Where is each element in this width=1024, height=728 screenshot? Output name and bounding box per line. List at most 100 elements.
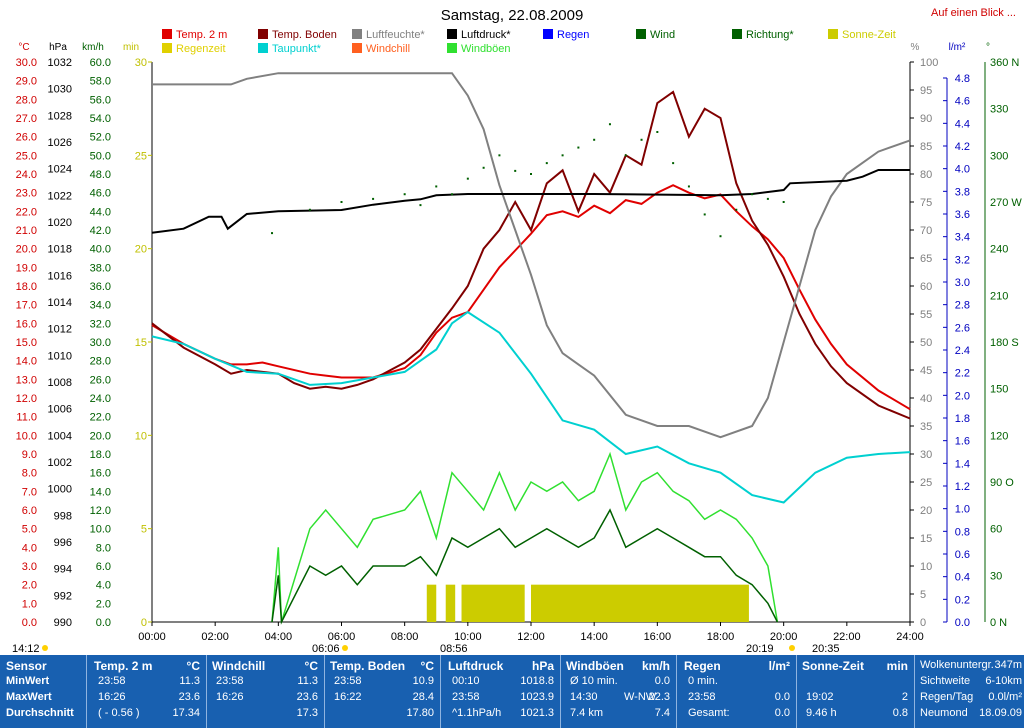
- stats-row-temp2m-max: 16:26 23.6: [94, 691, 200, 705]
- stats-row-windboen-min: Ø 10 min. 0.0: [566, 675, 670, 689]
- series-line-taupunkt-: [151, 310, 911, 504]
- kmh-tick-label: 22.0: [90, 412, 111, 424]
- hpa-tick-label: 1006: [48, 404, 72, 416]
- kmh-tick-label: 58.0: [90, 76, 111, 88]
- sun-icon: [789, 645, 795, 651]
- temp-tick-label: 13.0: [16, 374, 37, 386]
- rain-tick-label: 0.0: [955, 617, 970, 629]
- wind-direction-point: [719, 235, 722, 238]
- rain-tick-label: 0.8: [955, 526, 970, 538]
- time-tick-label: 22:00: [833, 631, 861, 643]
- sun-icon: [42, 645, 48, 651]
- sunshine-bar: [461, 584, 525, 622]
- kmh-tick-label: 4.0: [96, 580, 111, 592]
- rain-tick-label: 2.4: [955, 345, 970, 357]
- avg-label: Durchschnitt: [6, 707, 74, 719]
- rain-tick-label: 0.4: [955, 572, 970, 584]
- legend-label: Regenzeit: [176, 43, 226, 55]
- wind-direction-point: [514, 169, 517, 172]
- hpa-tick-label: 1002: [48, 457, 72, 469]
- pct-tick-label: 95: [920, 85, 932, 97]
- legend-label: Luftfeuchte*: [366, 29, 425, 41]
- rain-tick-label: 4.6: [955, 96, 970, 108]
- dir-tick-label: 90 O: [990, 477, 1014, 489]
- weather-chart: Samstag, 22.08.2009 Auf einen Blick ... …: [12, 7, 1022, 655]
- stats-unit-windchill: °C: [304, 659, 318, 673]
- pct-tick-label: 55: [920, 309, 932, 321]
- pct-tick-label: 40: [920, 393, 932, 405]
- wind-direction-point: [656, 131, 659, 133]
- wind-direction-point: [372, 197, 375, 200]
- temp-tick-label: 25.0: [16, 150, 37, 162]
- pct-tick-label: 30: [920, 449, 932, 461]
- stats-column-tempboden: Temp. Boden °C 23:58 10.9 16:22 28.4 17.80: [324, 655, 441, 728]
- temp-tick-label: 9.0: [22, 449, 37, 461]
- temp-tick-label: 10.0: [16, 430, 37, 442]
- stats-value-temp2m-avg: 17.34: [172, 707, 200, 719]
- temp-tick-label: 30.0: [16, 57, 37, 69]
- kmh-tick-label: 26.0: [90, 374, 111, 386]
- legend-swatch: [352, 29, 362, 39]
- rain-axis-unit: l/m²: [949, 42, 966, 53]
- rain-tick-label: 1.6: [955, 436, 970, 448]
- rain-tick-label: 4.8: [955, 73, 970, 85]
- temp-tick-label: 11.0: [16, 412, 37, 424]
- dir-tick-label: 0 N: [990, 617, 1007, 629]
- hpa-tick-label: 1020: [48, 217, 72, 229]
- wind-direction-point: [498, 154, 501, 157]
- stats-time-windboen-max: 14:30: [570, 691, 598, 703]
- kmh-tick-label: 32.0: [90, 318, 111, 330]
- legend-label: Temp. 2 m: [176, 29, 227, 41]
- temp-tick-label: 7.0: [22, 486, 37, 498]
- rain-tick-label: 3.2: [955, 254, 970, 266]
- stats-row-tempboden-max: 16:22 28.4: [330, 691, 434, 705]
- kmh-tick-label: 48.0: [90, 169, 111, 181]
- temp-tick-label: 20.0: [16, 244, 37, 256]
- rain-tick-label: 2.2: [955, 368, 970, 380]
- kmh-tick-label: 0.0: [96, 617, 111, 629]
- stats-value-windboen-max: 22.3: [648, 691, 670, 703]
- time-tick-label: 12:00: [517, 631, 545, 643]
- chart-axes: °C hPa km/h min% l/m² ° 30.0 29.0 28.0 27.0 26.0 25…: [12, 42, 1022, 655]
- summary-link[interactable]: Auf einen Blick ...: [931, 7, 1016, 19]
- rain-tick-label: 2.8: [955, 300, 970, 312]
- legend-swatch: [162, 29, 172, 39]
- hpa-tick-label: 1012: [48, 324, 72, 336]
- sun-end-marker-label: 20:19: [746, 643, 774, 655]
- stats-value-sonne-max: 2: [901, 691, 908, 703]
- rain-tick-label: 1.2: [955, 481, 970, 493]
- stats-unit-regen: l/m²: [768, 659, 790, 673]
- min-tick-label: 20: [135, 244, 147, 256]
- sun-icon: [342, 645, 348, 651]
- kmh-tick-label: 18.0: [90, 449, 111, 461]
- legend-swatch: [732, 29, 742, 39]
- kmh-tick-label: 30.0: [90, 337, 111, 349]
- wind-direction-point: [640, 138, 643, 141]
- time-tick-label: 08:00: [391, 631, 419, 643]
- stats-extra-value: 6-10km: [985, 675, 1022, 687]
- legend-label: Temp. Boden: [272, 29, 337, 41]
- wind-direction-point: [608, 123, 611, 126]
- stats-value-temp2m-min: 11.3: [179, 675, 200, 687]
- series-line-windb-en: [271, 451, 779, 623]
- stats-value-luftdruck-max: 1023.9: [520, 691, 554, 703]
- kmh-tick-label: 40.0: [90, 244, 111, 256]
- stats-column-sonne: Sonne-Zeit min 19:02 2 9.46 h 0.8: [796, 655, 915, 728]
- dir-tick-label: 360 N: [990, 57, 1019, 69]
- wind-direction-point: [735, 208, 738, 211]
- kmh-tick-label: 38.0: [90, 262, 111, 274]
- stats-time-regen-avg: Gesamt:: [688, 707, 730, 719]
- hpa-tick-label: 1022: [48, 190, 72, 202]
- rain-tick-label: 1.0: [955, 504, 970, 516]
- stats-row-temp2m-min: 23:58 11.3: [94, 675, 200, 689]
- kmh-tick-label: 54.0: [90, 113, 111, 125]
- stats-unit-tempboden: °C: [420, 659, 434, 673]
- legend-swatch: [258, 43, 268, 53]
- sunshine-bar: [531, 584, 749, 622]
- pct-tick-label: 20: [920, 505, 932, 517]
- stats-value-regen-max: 0.0: [774, 691, 790, 703]
- temp-tick-label: 21.0: [16, 225, 37, 237]
- pct-tick-label: 70: [920, 225, 932, 237]
- temp-tick-label: 23.0: [16, 188, 37, 200]
- stats-row-windboen-avg: 7.4 km 7.4: [566, 707, 670, 721]
